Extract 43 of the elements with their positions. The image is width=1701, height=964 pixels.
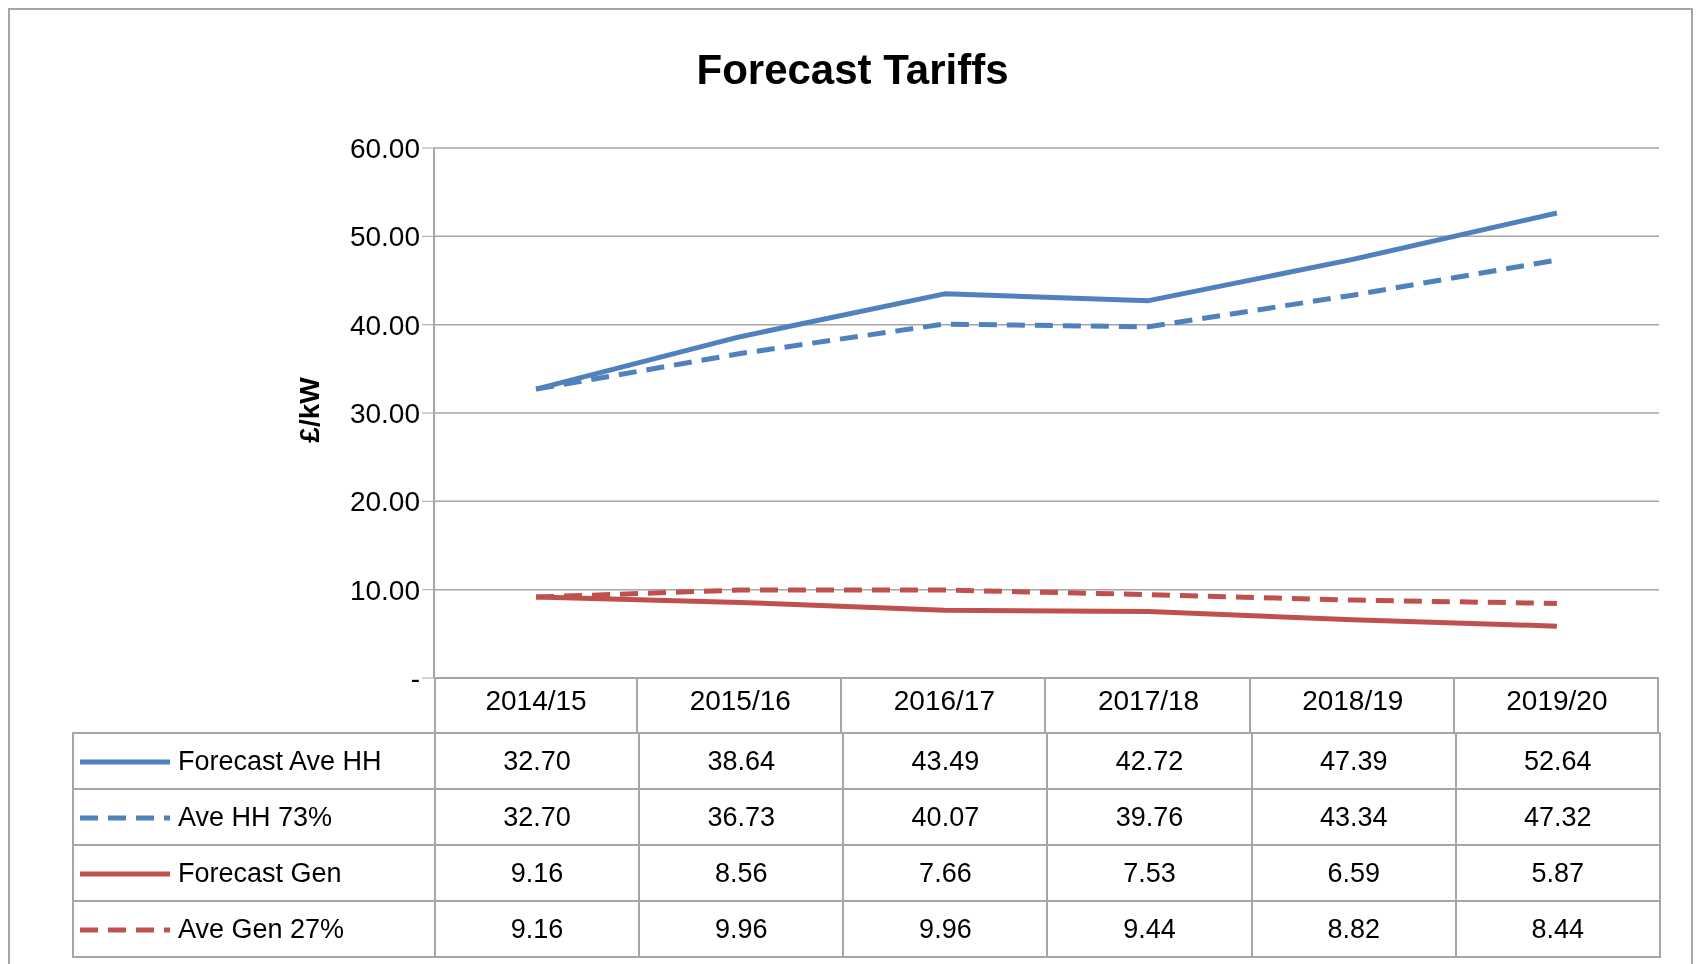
data-label: 39.76 (1047, 789, 1252, 845)
data-label: 40.07 (843, 789, 1048, 845)
legend-label: Forecast Gen (73, 845, 435, 901)
data-label: 52.64 (1455, 733, 1660, 789)
data-label: 6.59 (1251, 845, 1456, 901)
chart-title: Forecast Tariffs (695, 46, 1010, 94)
legend-label: Forecast Ave HH (73, 733, 435, 789)
x-tick-label: 2014/15 (485, 684, 587, 716)
y-tick-label: - (410, 662, 420, 694)
data-label: 7.66 (843, 845, 1048, 901)
data-label: 8.56 (639, 845, 844, 901)
legend-label: Ave HH 73% (73, 789, 435, 845)
data-label: 32.70 (435, 789, 640, 845)
data-label: 9.96 (843, 901, 1048, 957)
y-tick-label: 60.00 (349, 132, 420, 164)
y-tick-label: 10.00 (349, 574, 420, 606)
y-tick-label: 30.00 (349, 397, 420, 429)
data-label: 9.16 (435, 845, 640, 901)
data-label: 38.64 (639, 733, 844, 789)
x-tick-label: 2017/18 (1097, 684, 1200, 716)
x-tick-label: 2018/19 (1302, 684, 1404, 716)
data-label: 9.96 (639, 901, 844, 957)
y-axis-title: £/kW (294, 377, 326, 443)
data-label: 43.34 (1251, 789, 1456, 845)
x-tick-label: 2016/17 (893, 684, 996, 716)
data-label: 47.39 (1251, 733, 1456, 789)
x-tick-label: 2015/16 (689, 684, 791, 716)
data-label: 7.53 (1047, 845, 1252, 901)
data-label: 8.82 (1251, 901, 1456, 957)
x-tick-label: 2019/20 (1506, 684, 1608, 716)
data-label: 42.72 (1047, 733, 1252, 789)
data-label: 47.32 (1455, 789, 1660, 845)
y-tick-label: 40.00 (349, 309, 420, 341)
y-tick-label: 20.00 (349, 486, 420, 518)
data-label: 9.44 (1047, 901, 1252, 957)
data-label: 32.70 (435, 733, 640, 789)
data-label: 36.73 (639, 789, 844, 845)
data-label: 8.44 (1455, 901, 1660, 957)
data-label: 5.87 (1455, 845, 1660, 901)
y-tick-label: 50.00 (349, 221, 420, 253)
data-label: 9.16 (435, 901, 640, 957)
legend-label: Ave Gen 27% (73, 901, 435, 957)
data-label: 43.49 (843, 733, 1048, 789)
